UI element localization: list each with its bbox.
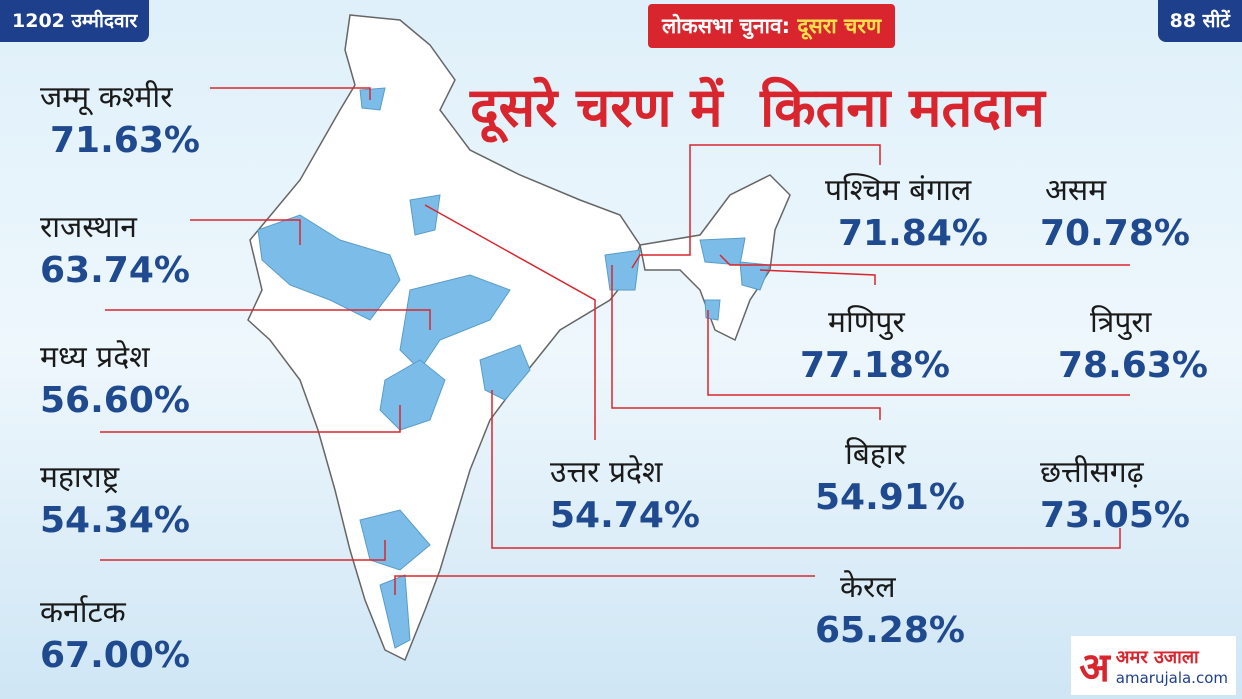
- state-name: मणिपुर: [828, 305, 905, 340]
- state-turnout: 65.28%: [815, 610, 965, 651]
- seats-badge: 88 सीटें: [1157, 0, 1242, 42]
- connector: [100, 405, 401, 433]
- region: [739, 261, 771, 291]
- region: [379, 359, 446, 431]
- region: [604, 249, 641, 291]
- state-turnout: 71.63%: [50, 120, 200, 161]
- state-turnout: 54.34%: [40, 500, 190, 541]
- connector: [759, 269, 876, 285]
- connectors: [100, 87, 1130, 595]
- state-turnout: 77.18%: [800, 345, 950, 386]
- logo-mark: अ: [1079, 645, 1110, 691]
- state-turnout: 78.63%: [1058, 345, 1208, 386]
- state-name: राजस्थान: [40, 210, 137, 245]
- state-name: केरल: [840, 570, 896, 605]
- connector: [611, 265, 881, 420]
- state-name: पश्चिम बंगाल: [825, 173, 972, 208]
- state-name: कर्नाटक: [40, 595, 126, 630]
- connector: [719, 254, 1130, 266]
- state-turnout: 67.00%: [40, 635, 190, 676]
- election-label: लोकसभा चुनाव:: [662, 14, 791, 38]
- region: [399, 274, 511, 371]
- state-turnout: 63.74%: [40, 250, 190, 291]
- logo-site: amarujala.com: [1115, 668, 1228, 687]
- state-name: त्रिपुरा: [1090, 305, 1152, 340]
- state-name: असम: [1045, 173, 1107, 208]
- election-banner: लोकसभा चुनाव: दूसरा चरण: [648, 4, 896, 48]
- connector: [631, 144, 881, 269]
- state-name: छत्तीसगढ़: [1040, 455, 1144, 490]
- state-name: जम्मू कश्मीर: [40, 80, 173, 115]
- logo: अ अमर उजाला amarujala.com: [1071, 636, 1236, 695]
- logo-name: अमर उजाला: [1115, 646, 1199, 668]
- state-name: महाराष्ट्र: [40, 460, 120, 495]
- phase-label: दूसरा चरण: [797, 14, 882, 38]
- state-name: बिहार: [845, 437, 906, 472]
- region: [379, 574, 411, 649]
- connector: [210, 87, 371, 100]
- state-turnout: 54.74%: [550, 495, 700, 536]
- connector: [105, 309, 431, 330]
- state-turnout: 73.05%: [1040, 495, 1190, 536]
- connector: [394, 575, 815, 595]
- connector: [424, 204, 596, 440]
- candidates-badge: 1202 उम्मीदवार: [0, 0, 150, 42]
- region: [359, 87, 386, 111]
- connector: [707, 310, 1130, 396]
- logo-text: अमर उजाला amarujala.com: [1116, 645, 1228, 687]
- region: [699, 237, 746, 266]
- highlighted-regions: [257, 87, 771, 649]
- region: [409, 194, 441, 236]
- state-turnout: 54.91%: [815, 477, 965, 518]
- connector: [100, 540, 386, 561]
- title: दूसरे चरण में कितना मतदान: [470, 76, 1045, 139]
- region: [479, 344, 531, 401]
- region: [257, 214, 401, 321]
- region: [359, 509, 431, 571]
- connector: [491, 390, 1121, 549]
- state-name: उत्तर प्रदेश: [550, 455, 663, 490]
- state-turnout: 70.78%: [1040, 213, 1190, 254]
- connector: [190, 219, 301, 245]
- state-name: मध्य प्रदेश: [40, 340, 150, 375]
- state-turnout: 71.84%: [838, 213, 988, 254]
- state-turnout: 56.60%: [40, 380, 190, 421]
